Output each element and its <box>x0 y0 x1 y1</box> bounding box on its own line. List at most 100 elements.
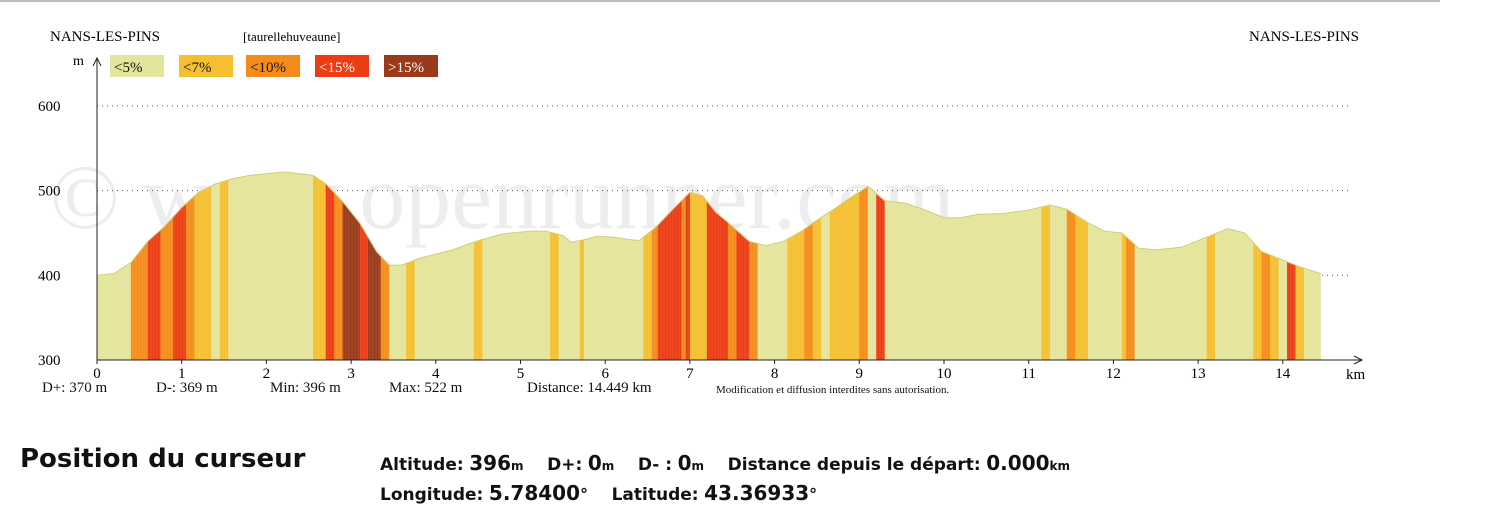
dminus-unit: m <box>691 459 705 473</box>
slope-segment <box>867 172 877 360</box>
slope-segment <box>812 172 822 360</box>
slope-segment <box>1126 172 1136 360</box>
latitude-degree: ° <box>809 485 818 504</box>
slope-segment <box>681 172 687 360</box>
x-tick-label: 1 <box>178 366 186 382</box>
slope-segment <box>829 172 860 360</box>
x-tick-label: 2 <box>263 366 271 382</box>
axes <box>92 56 1364 365</box>
slope-legend: <5% <7% <10% <15% >15% <box>110 55 438 77</box>
slope-segment <box>1304 172 1321 360</box>
distance-label: Distance depuis le départ: <box>727 455 981 475</box>
slope-segment <box>579 172 585 360</box>
longitude-value: 5.78400 <box>488 481 581 505</box>
dplus-readout: D+: 0m <box>547 451 614 475</box>
end-town: NANS-LES-PINS <box>1249 29 1359 45</box>
stat-max: Max: 522 m <box>389 380 463 396</box>
legend-label: <7% <box>183 60 211 76</box>
y-axis-arrow <box>92 56 102 67</box>
start-town: NANS-LES-PINS <box>50 29 160 45</box>
slope-segment <box>1121 172 1127 360</box>
y-axis-label: m <box>73 54 84 69</box>
slope-segment <box>380 172 390 360</box>
longitude-label: Longitude: <box>380 485 484 505</box>
y-tick-label: 600 <box>38 99 61 115</box>
slope-segment <box>1066 172 1076 360</box>
slope-segment <box>359 172 369 360</box>
altitude-unit: m <box>511 459 524 473</box>
x-tick-label: 4 <box>432 366 440 382</box>
x-tick-label: 8 <box>771 366 779 382</box>
slope-segment <box>219 172 229 360</box>
legend-item: <7% <box>179 55 233 77</box>
x-tick-label: 14 <box>1275 366 1291 382</box>
legend-item: >15% <box>384 55 438 77</box>
legend-swatch <box>246 55 300 77</box>
slope-segment <box>804 172 814 360</box>
x-tick-label: 7 <box>686 366 694 382</box>
legend-label: <15% <box>319 60 355 76</box>
x-tick-label: 12 <box>1106 366 1121 382</box>
altitude-value: 396 <box>469 451 511 475</box>
x-axis-label: km <box>1346 367 1366 383</box>
dminus-value: 0 <box>677 451 692 475</box>
profile-outline <box>96 171 1321 276</box>
x-tick-label: 6 <box>601 366 609 382</box>
slope-segment <box>749 172 759 360</box>
x-tick-label: 9 <box>856 366 864 382</box>
elevation-profile-chart[interactable]: © www.openrunner.com 0 1 2 3 4 5 6 7 8 9 10 11 12 13 1… <box>0 0 1500 420</box>
slope-segment <box>1253 172 1263 360</box>
slope-segment <box>643 172 653 360</box>
slope-segment <box>342 172 361 360</box>
legend-item: <10% <box>246 55 300 77</box>
y-tick-labels: 300 400 500 600 <box>38 99 61 369</box>
longitude-degree: ° <box>580 485 589 504</box>
slope-segment <box>194 172 212 360</box>
altitude-readout: Altitude: 396m <box>380 451 524 475</box>
distance-readout: Distance depuis le départ: 0.000km <box>727 451 1070 475</box>
stat-notice: Modification et diffusion interdites san… <box>716 384 950 396</box>
slope-segment <box>313 172 327 360</box>
cursor-row-1: Altitude: 396m D+: 0m D- : 0m Distance d… <box>380 451 1088 475</box>
slope-segment <box>859 172 869 360</box>
slope-segment <box>173 172 187 360</box>
legend-swatch <box>179 55 233 77</box>
slope-segment <box>876 172 886 360</box>
top-border <box>0 0 1440 2</box>
latitude-readout: Latitude: 43.36933° <box>612 481 818 505</box>
slope-segment <box>1206 172 1216 360</box>
slope-segment <box>728 172 738 360</box>
slope-segment <box>550 172 560 360</box>
slope-segment <box>689 172 708 360</box>
slope-segment <box>1049 172 1068 360</box>
author-tag: [taurellehuveaune] <box>243 29 340 44</box>
dplus-value: 0 <box>587 451 602 475</box>
stat-distance: Distance: 14.449 km <box>527 380 652 396</box>
altitude-label: Altitude: <box>380 455 464 475</box>
legend-label: <10% <box>250 60 286 76</box>
distance-value: 0.000 <box>986 451 1050 475</box>
dminus-readout: D- : 0m <box>638 451 705 475</box>
x-tick-label: 13 <box>1191 366 1206 382</box>
cursor-row-2: Longitude: 5.78400° Latitude: 43.36933° <box>380 481 835 505</box>
legend-label: <5% <box>114 60 142 76</box>
x-tick-label: 11 <box>1021 366 1035 382</box>
stat-min: Min: 396 m <box>270 380 341 396</box>
slope-segment <box>821 172 831 360</box>
slope-segment <box>334 172 344 360</box>
slope-segment <box>1261 172 1271 360</box>
legend-item: <15% <box>315 55 369 77</box>
slope-segment <box>473 172 483 360</box>
slope-segment <box>211 172 221 360</box>
cursor-position-title: Position du curseur <box>20 444 306 474</box>
slope-segment <box>406 172 416 360</box>
x-tick-labels: 0 1 2 3 4 5 6 7 8 9 10 11 12 13 14 <box>93 360 1291 382</box>
slope-bars <box>97 172 1321 360</box>
slope-segment <box>685 172 691 360</box>
dplus-label: D+: <box>547 455 583 475</box>
slope-segment <box>325 172 335 360</box>
legend-label: >15% <box>388 60 424 76</box>
x-tick-label: 10 <box>937 366 952 382</box>
slope-segment <box>1278 172 1288 360</box>
x-tick-label: 5 <box>517 366 525 382</box>
